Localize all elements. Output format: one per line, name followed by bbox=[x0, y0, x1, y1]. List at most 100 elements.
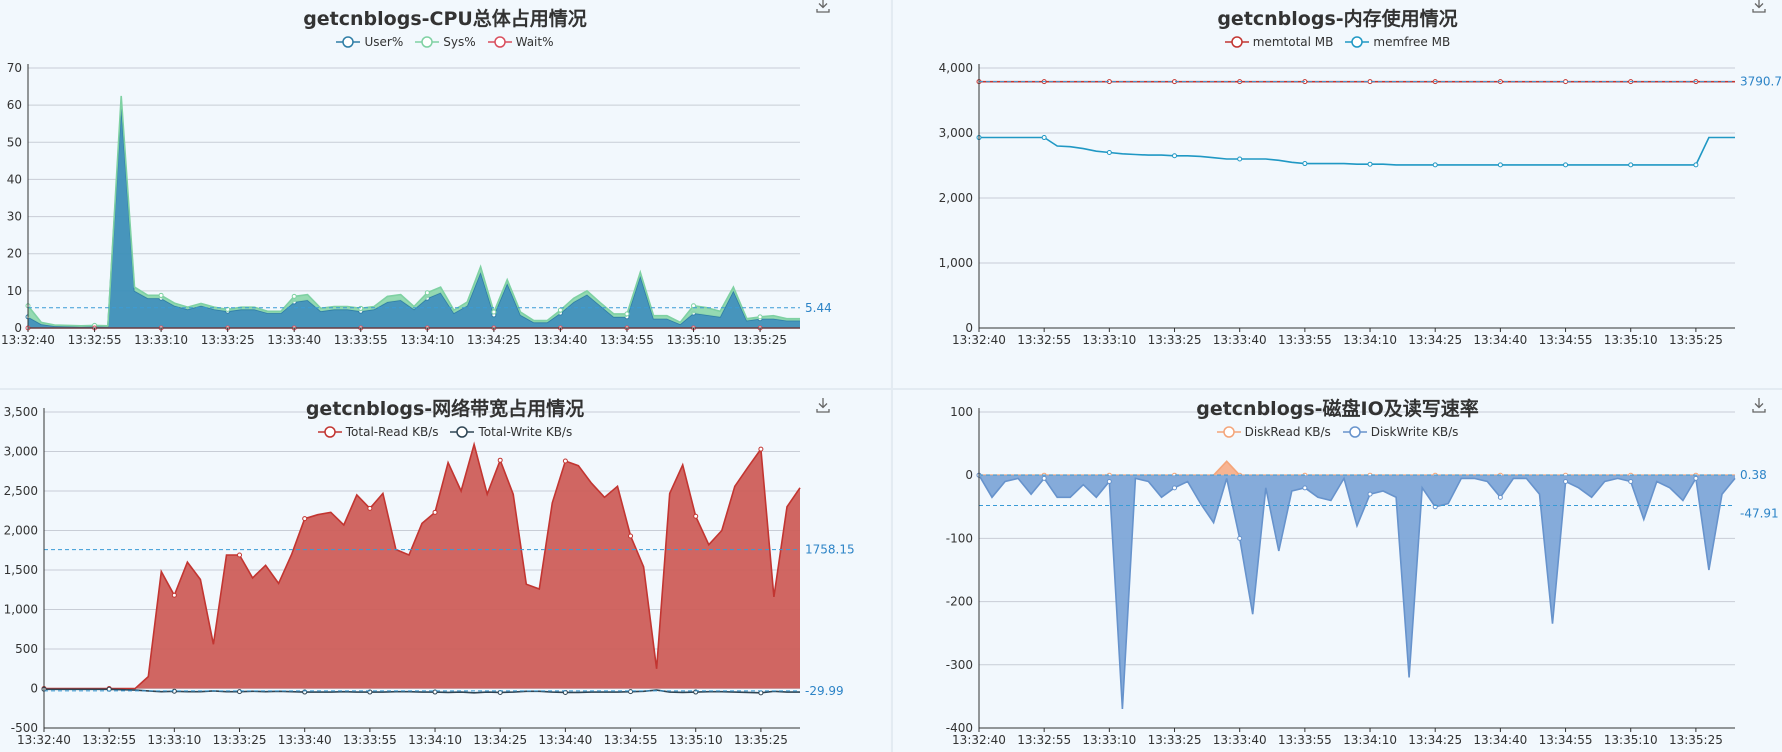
average-label: -47.91 bbox=[1740, 506, 1779, 520]
series-area-0 bbox=[979, 461, 1735, 476]
x-tick-label: 13:33:40 bbox=[267, 333, 321, 347]
series-area-0 bbox=[44, 444, 800, 689]
legend-item[interactable]: DiskRead KB/s bbox=[1216, 425, 1331, 439]
memory-chart-panel: 0 1,000 2,000 3,000 4,000 3790.7 13:32:40 13:32… bbox=[893, 0, 1782, 388]
download-glyph bbox=[816, 0, 830, 13]
x-tick-label: 13:33:10 bbox=[147, 733, 201, 747]
data-point bbox=[302, 516, 308, 522]
x-tick-label: 13:33:40 bbox=[1213, 333, 1267, 347]
data-point bbox=[1237, 535, 1243, 541]
y-tick-label: -500 bbox=[11, 721, 38, 735]
data-point bbox=[1041, 135, 1047, 141]
x-tick-label: 13:32:40 bbox=[952, 733, 1006, 747]
y-tick-label: 10 bbox=[7, 284, 22, 298]
x-tick-label: 13:34:25 bbox=[1408, 333, 1462, 347]
x-tick-label: 13:34:10 bbox=[408, 733, 462, 747]
y-tick-label: 2,500 bbox=[4, 484, 38, 498]
x-tick-label: 13:33:25 bbox=[213, 733, 267, 747]
horizontal-divider bbox=[0, 388, 1782, 390]
data-point bbox=[1041, 475, 1047, 481]
y-tick-label: 100 bbox=[950, 405, 973, 419]
average-label: 1758.15 bbox=[805, 543, 855, 557]
download-icon[interactable] bbox=[814, 0, 832, 14]
chart-title: getcnblogs-CPU总体占用情况 bbox=[303, 8, 587, 30]
y-tick-label: 40 bbox=[7, 172, 22, 186]
legend-marker-icon bbox=[450, 426, 475, 438]
legend-item[interactable]: Wait% bbox=[487, 35, 554, 49]
x-tick-label: 13:34:25 bbox=[473, 733, 527, 747]
y-tick-label: 2,000 bbox=[4, 524, 38, 538]
data-point bbox=[624, 311, 630, 317]
data-point bbox=[1237, 156, 1243, 162]
legend-item[interactable]: memfree MB bbox=[1345, 35, 1450, 49]
download-glyph bbox=[1752, 0, 1766, 13]
x-tick-label: 13:33:55 bbox=[343, 733, 397, 747]
x-tick-label: 13:34:55 bbox=[1539, 333, 1593, 347]
data-point bbox=[693, 513, 699, 519]
y-tick-label: 2,000 bbox=[939, 191, 973, 205]
data-point bbox=[1693, 475, 1699, 481]
data-point bbox=[1497, 494, 1503, 500]
data-point bbox=[628, 533, 634, 539]
data-point bbox=[497, 457, 503, 463]
data-point bbox=[1367, 161, 1373, 167]
y-tick-label: 1,000 bbox=[939, 256, 973, 270]
net-chart-svg: -500 0 500 1,000 1,500 2,000 2,500 3,000 3,500 17… bbox=[4, 405, 855, 747]
x-tick-label: 13:34:40 bbox=[1473, 733, 1527, 747]
x-tick-label: 13:32:55 bbox=[82, 733, 136, 747]
chart-title: getcnblogs-内存使用情况 bbox=[1217, 8, 1458, 30]
x-tick-label: 13:33:40 bbox=[1213, 733, 1267, 747]
mem-chart-svg: 0 1,000 2,000 3,000 4,000 3790.7 13:32:40 13:32… bbox=[939, 61, 1782, 347]
legend-item[interactable]: Total-Read KB/s bbox=[317, 425, 438, 439]
legend-marker-icon bbox=[487, 36, 512, 48]
legend-item[interactable]: memtotal MB bbox=[1224, 35, 1334, 49]
legend-item[interactable]: Sys% bbox=[415, 35, 476, 49]
y-tick-label: 0 bbox=[965, 321, 973, 335]
legend-item[interactable]: User% bbox=[336, 35, 403, 49]
average-label: 0.38 bbox=[1740, 468, 1767, 482]
download-icon[interactable] bbox=[814, 396, 832, 414]
legend-label: DiskWrite KB/s bbox=[1370, 425, 1459, 439]
average-label: -29.99 bbox=[805, 684, 844, 698]
y-tick-label: 4,000 bbox=[939, 61, 973, 75]
cpu-chart-svg: 0 10 20 30 40 50 60 70 5.44 13:32:40 13:32:55 13:33… bbox=[1, 61, 832, 347]
data-point bbox=[1628, 162, 1634, 168]
download-icon[interactable] bbox=[1750, 0, 1768, 14]
legend-marker-icon bbox=[415, 36, 440, 48]
x-tick-label: 13:32:55 bbox=[68, 333, 122, 347]
series-line-1 bbox=[978, 474, 1736, 710]
data-point bbox=[491, 309, 497, 315]
x-tick-label: 13:33:55 bbox=[1278, 733, 1332, 747]
data-point bbox=[1693, 162, 1699, 168]
data-point bbox=[758, 690, 764, 696]
data-point bbox=[424, 290, 430, 296]
y-tick-label: 20 bbox=[7, 247, 22, 261]
data-point bbox=[367, 505, 373, 511]
y-tick-label: 0 bbox=[965, 468, 973, 482]
data-point bbox=[628, 689, 634, 695]
x-tick-label: 13:35:10 bbox=[1604, 333, 1658, 347]
download-glyph bbox=[1752, 398, 1766, 413]
x-tick-label: 13:34:25 bbox=[467, 333, 521, 347]
data-point bbox=[1172, 153, 1178, 159]
legend-item[interactable]: Total-Write KB/s bbox=[450, 425, 572, 439]
legend-label: memtotal MB bbox=[1252, 35, 1334, 49]
data-point bbox=[1563, 79, 1569, 85]
data-point bbox=[1563, 479, 1569, 485]
data-point bbox=[758, 446, 764, 452]
legend-label: Sys% bbox=[443, 35, 476, 49]
chart-title: getcnblogs-网络带宽占用情况 bbox=[305, 398, 585, 420]
y-tick-label: 0 bbox=[14, 321, 22, 335]
download-icon[interactable] bbox=[1750, 396, 1768, 414]
data-point bbox=[358, 305, 364, 311]
data-point bbox=[1563, 162, 1569, 168]
x-tick-label: 13:33:40 bbox=[278, 733, 332, 747]
data-point bbox=[1106, 150, 1112, 155]
legend-marker-icon bbox=[1342, 426, 1367, 438]
x-tick-label: 13:35:10 bbox=[1604, 733, 1658, 747]
data-point bbox=[432, 509, 438, 515]
legend-item[interactable]: DiskWrite KB/s bbox=[1342, 425, 1459, 439]
series-line-1 bbox=[44, 688, 800, 694]
chart-legend: DiskRead KB/s DiskWrite KB/s bbox=[893, 425, 1782, 441]
data-point bbox=[1302, 161, 1308, 167]
